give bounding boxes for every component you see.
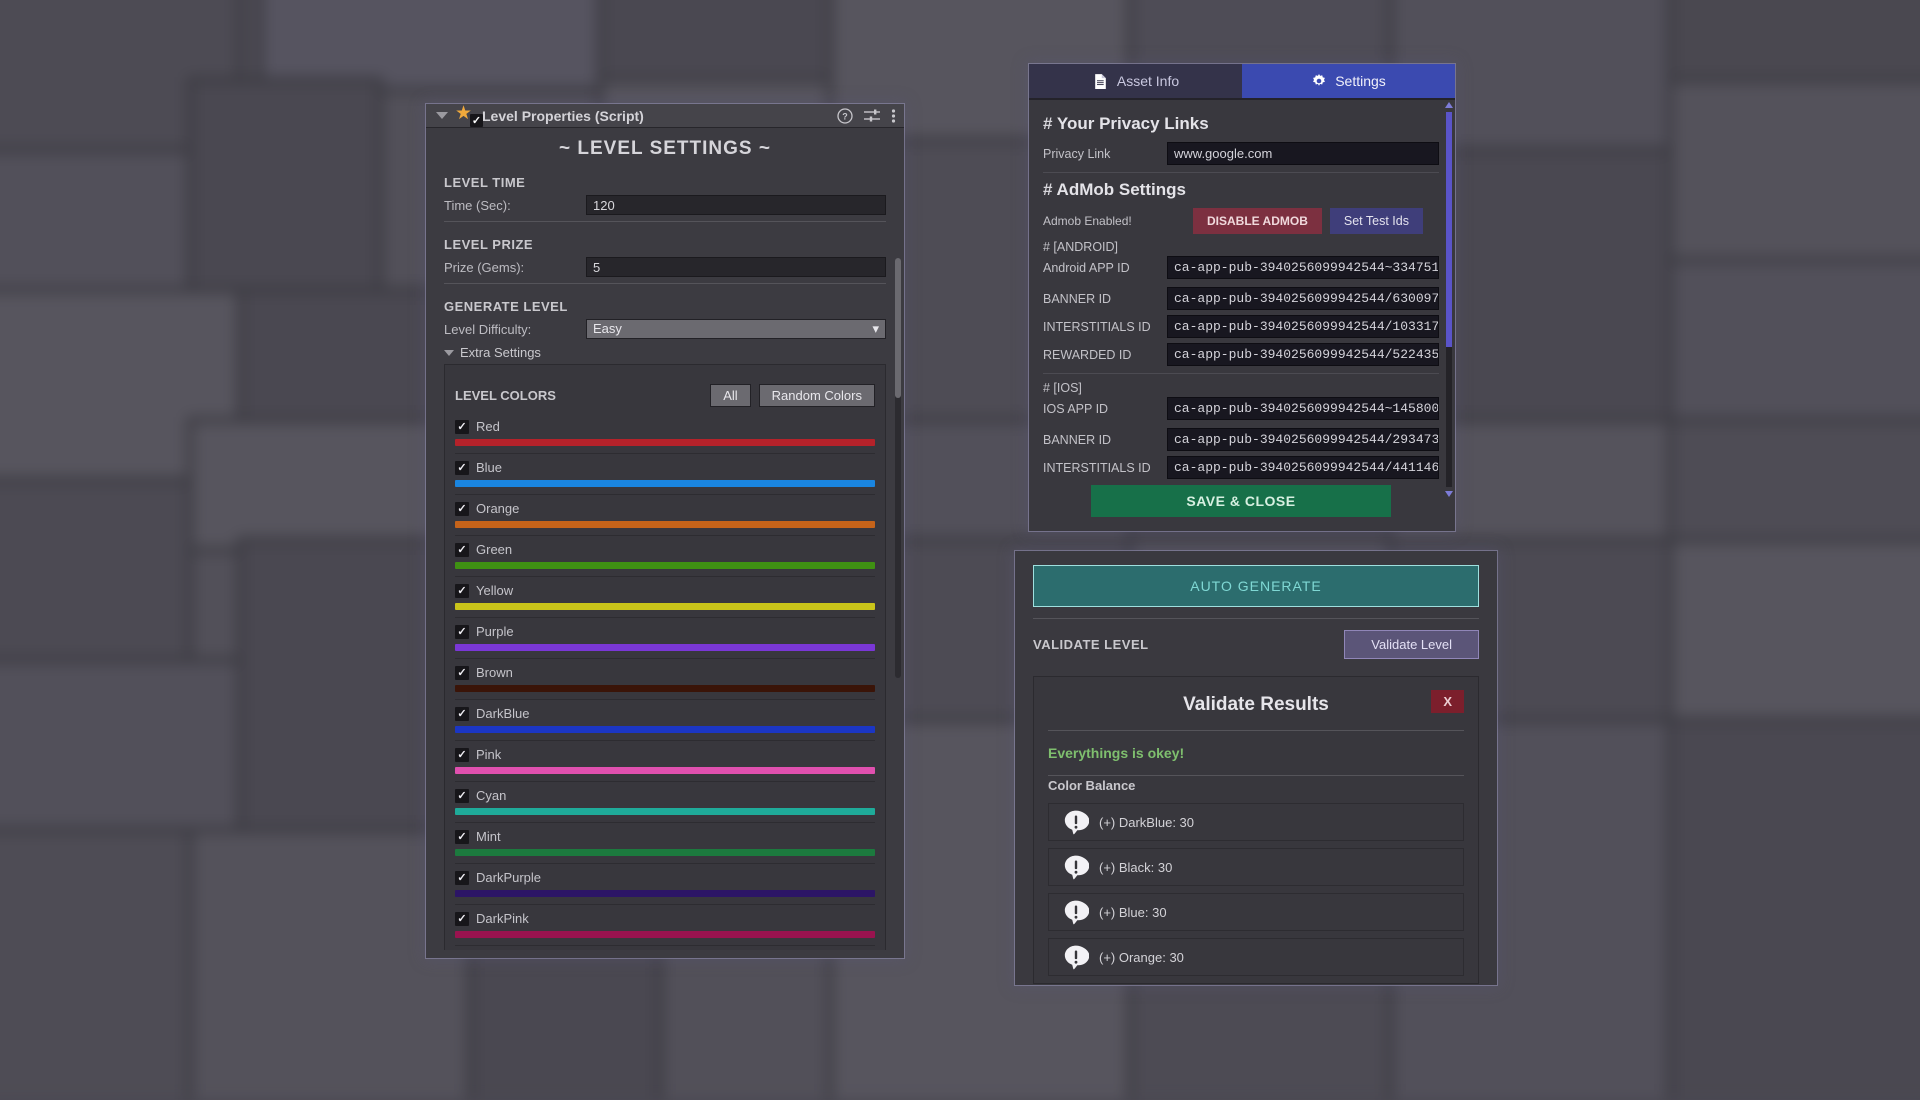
svg-text:?: ? [842, 111, 848, 121]
